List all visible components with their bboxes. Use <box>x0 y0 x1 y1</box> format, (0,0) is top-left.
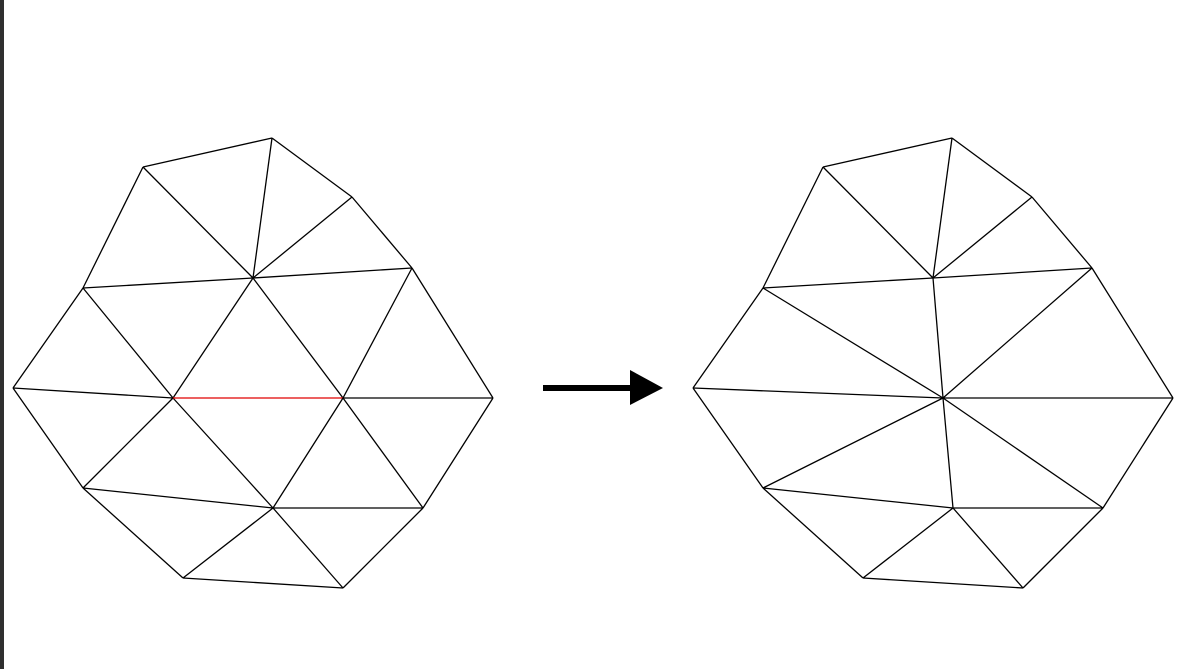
mesh-before-edge <box>272 397 344 509</box>
mesh-before-edge <box>342 397 424 509</box>
arrow-head <box>630 370 663 405</box>
mesh-before-edge <box>411 267 494 399</box>
mesh-after-edge <box>942 267 1093 399</box>
mesh-after-edge <box>762 487 864 579</box>
mesh-before-edge <box>252 277 344 399</box>
mesh-before-edge <box>12 387 84 489</box>
mesh-after-edge <box>762 166 824 289</box>
mesh-after-edge <box>932 267 1093 279</box>
mesh-before-edge <box>82 397 174 489</box>
mesh-before-edge <box>82 166 144 289</box>
mesh-after-edge <box>692 287 764 389</box>
mesh-before-edge <box>172 397 274 509</box>
mesh-before-edge <box>422 397 494 509</box>
mesh-before-edge <box>172 277 254 399</box>
mesh-after-edge <box>692 387 764 489</box>
mesh-after-edge <box>762 487 954 509</box>
mesh-after-edge <box>932 196 1033 279</box>
mesh-before-edge <box>12 387 174 399</box>
mesh-before-edge <box>351 196 413 269</box>
mesh-after-edge <box>762 397 944 489</box>
mesh-before-edge <box>342 507 424 589</box>
mesh-after-edge <box>1091 267 1174 399</box>
mesh-after-edge <box>762 277 934 289</box>
mesh-before-edge <box>271 137 353 198</box>
mesh-before-edge <box>252 267 413 279</box>
mesh-after-edge <box>822 137 953 168</box>
mesh-before-edge <box>82 277 254 289</box>
window-left-border <box>0 0 4 669</box>
mesh-after-edge <box>862 577 1024 589</box>
mesh-before-edge <box>182 507 274 579</box>
mesh-after-edge <box>1102 397 1174 509</box>
mesh-before-edge <box>82 487 274 509</box>
mesh-after-edge <box>951 137 1033 198</box>
mesh-before-edge <box>182 577 344 589</box>
mesh-before-edge <box>142 137 273 168</box>
mesh-after-edge <box>862 507 954 579</box>
mesh-before-edge <box>82 487 184 579</box>
mesh-after-edge <box>822 166 934 279</box>
mesh-before-edge <box>252 196 353 279</box>
mesh-after-edge <box>932 137 953 279</box>
mesh-after-edge <box>932 277 944 399</box>
mesh-before-edge <box>342 267 413 399</box>
mesh-after-edge <box>942 397 954 509</box>
mesh-after-edge <box>942 397 1104 509</box>
mesh-before-edge <box>272 507 344 589</box>
mesh-before <box>12 137 494 589</box>
mesh-after-edge <box>952 507 1024 589</box>
mesh-before-edge <box>82 287 174 399</box>
mesh-after-edge <box>692 387 944 399</box>
mesh-after <box>692 137 1174 589</box>
mesh-before-edge <box>142 166 254 279</box>
mesh-before-edge <box>12 287 84 389</box>
mesh-after-edge <box>1031 196 1093 269</box>
mesh-after-edge <box>1022 507 1104 589</box>
mesh-before-edge <box>252 137 273 279</box>
right-arrow-icon <box>543 370 663 405</box>
mesh-after-edge <box>762 287 944 399</box>
